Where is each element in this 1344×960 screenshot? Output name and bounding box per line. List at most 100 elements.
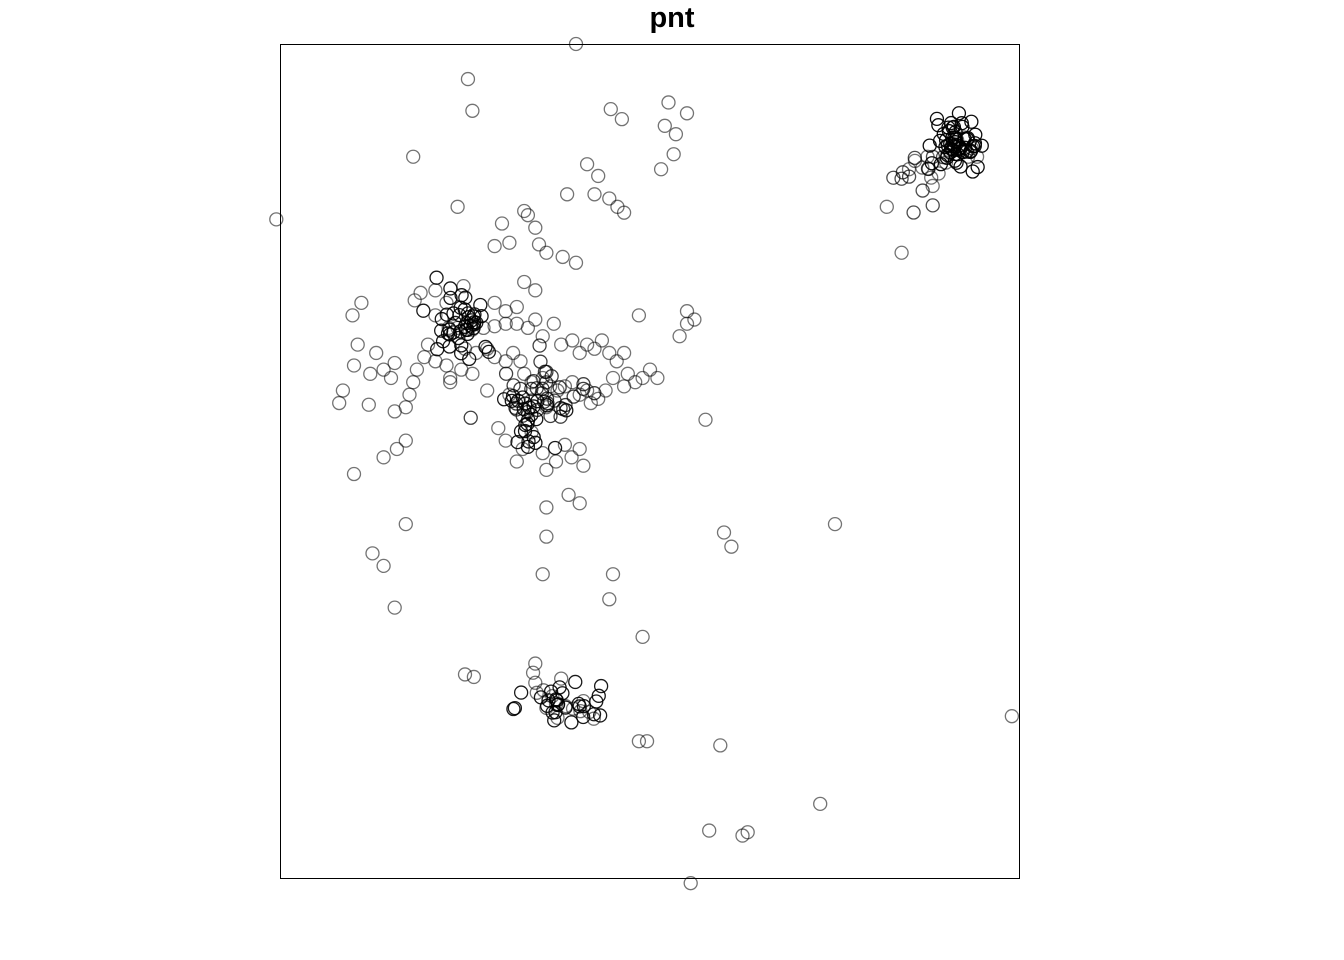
scatter-point xyxy=(488,296,501,309)
scatter-point xyxy=(459,291,472,304)
scatter-point xyxy=(518,205,531,218)
scatter-point xyxy=(336,384,349,397)
scatter-point xyxy=(507,346,520,359)
scatter-point xyxy=(603,192,616,205)
scatter-point xyxy=(377,451,390,464)
scatter-point xyxy=(908,151,921,164)
scatter-point xyxy=(270,213,283,226)
scatter-point xyxy=(362,398,375,411)
scatter-point xyxy=(688,313,701,326)
scatter-point xyxy=(388,356,401,369)
scatter-point xyxy=(459,668,472,681)
scatter-point xyxy=(461,73,474,86)
scatter-point xyxy=(536,568,549,581)
scatter-point xyxy=(515,686,528,699)
scatter-point xyxy=(658,119,671,132)
scatter-point xyxy=(455,339,468,352)
scatter-point xyxy=(348,468,361,481)
scatter-point xyxy=(457,280,470,293)
scatter-point xyxy=(499,355,512,368)
scatter-point xyxy=(346,309,359,322)
scatter-point xyxy=(533,238,546,251)
scatter-point xyxy=(916,184,929,197)
scatter-point xyxy=(573,442,586,455)
scatter-point xyxy=(417,304,430,317)
scatter-point xyxy=(621,367,634,380)
scatter-point xyxy=(681,317,694,330)
scatter-point xyxy=(514,355,527,368)
scatter-point xyxy=(390,442,403,455)
scatter-point xyxy=(880,200,893,213)
scatter-point xyxy=(521,321,534,334)
scatter-point xyxy=(540,501,553,514)
scatter-point xyxy=(403,388,416,401)
scatter-point xyxy=(466,367,479,380)
scatter-point xyxy=(555,672,568,685)
scatter-point xyxy=(451,200,464,213)
scatter-point xyxy=(669,128,682,141)
scatter-point xyxy=(673,330,686,343)
scatter-point xyxy=(499,434,512,447)
scatter-point xyxy=(429,284,442,297)
scatter-point xyxy=(399,518,412,531)
scatter-point xyxy=(618,346,631,359)
scatter-point xyxy=(632,735,645,748)
scatter-point xyxy=(595,680,608,693)
scatter-point xyxy=(588,342,601,355)
scatter-point xyxy=(510,455,523,468)
scatter-point xyxy=(636,630,649,643)
scatter-point xyxy=(533,339,546,352)
scatter-point xyxy=(595,334,608,347)
scatter-point xyxy=(500,367,513,380)
scatter-plot xyxy=(0,0,1344,960)
scatter-point xyxy=(577,459,590,472)
scatter-point xyxy=(521,209,534,222)
scatter-point xyxy=(466,104,479,117)
scatter-point xyxy=(681,107,694,120)
scatter-point xyxy=(407,376,420,389)
scatter-point xyxy=(518,275,531,288)
scatter-point xyxy=(561,188,574,201)
scatter-point xyxy=(636,372,649,385)
scatter-point xyxy=(547,317,560,330)
scatter-point xyxy=(684,877,697,890)
scatter-point xyxy=(570,38,583,51)
scatter-point xyxy=(467,670,480,683)
scatter-point xyxy=(1005,710,1018,723)
scatter-point xyxy=(399,434,412,447)
scatter-point xyxy=(529,657,542,670)
scatter-point xyxy=(399,401,412,414)
scatter-point xyxy=(540,530,553,543)
scatter-point xyxy=(440,359,453,372)
scatter-point xyxy=(385,372,398,385)
scatter-point xyxy=(926,179,939,192)
scatter-point xyxy=(407,150,420,163)
scatter-point xyxy=(607,372,620,385)
scatter-point xyxy=(562,488,575,501)
scatter-point xyxy=(529,284,542,297)
scatter-point xyxy=(655,163,668,176)
scatter-point xyxy=(570,256,583,269)
scatter-point xyxy=(681,305,694,318)
scatter-point xyxy=(548,714,561,727)
scatter-point xyxy=(573,346,586,359)
scatter-point xyxy=(355,296,368,309)
scatter-point xyxy=(588,188,601,201)
scatter-point xyxy=(550,455,563,468)
scatter-point xyxy=(604,103,617,116)
scatter-point xyxy=(510,301,523,314)
scatter-point xyxy=(592,169,605,182)
scatter-point xyxy=(573,497,586,510)
scatter-point xyxy=(540,246,553,259)
scatter-point xyxy=(370,346,383,359)
scatter-point xyxy=(518,367,531,380)
scatter-point xyxy=(607,568,620,581)
scatter-point xyxy=(718,526,731,539)
scatter-point xyxy=(569,675,582,688)
scatter-point xyxy=(366,547,379,560)
scatter-point xyxy=(430,271,443,284)
scatter-point xyxy=(488,240,501,253)
scatter-point xyxy=(581,338,594,351)
chart-container: pnt xyxy=(0,0,1344,960)
scatter-point xyxy=(615,113,628,126)
